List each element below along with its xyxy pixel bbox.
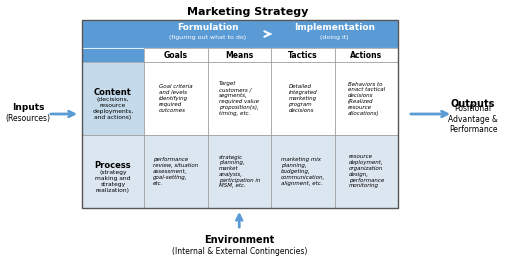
Text: marketing mix
planning,
budgeting,
communication,
alignment, etc.: marketing mix planning, budgeting, commu… bbox=[281, 157, 325, 186]
Bar bbox=[207, 135, 271, 208]
Bar bbox=[144, 48, 207, 62]
Text: Content: Content bbox=[94, 88, 132, 97]
Bar bbox=[82, 20, 398, 48]
Text: (Resources): (Resources) bbox=[6, 114, 50, 123]
Bar bbox=[334, 135, 398, 208]
Bar bbox=[82, 48, 144, 62]
Bar bbox=[82, 62, 144, 135]
Bar bbox=[334, 62, 398, 135]
Text: Environment: Environment bbox=[204, 235, 274, 245]
Bar bbox=[271, 62, 334, 135]
Text: Marketing Strategy: Marketing Strategy bbox=[187, 7, 309, 17]
Bar bbox=[271, 48, 334, 62]
Text: Goals: Goals bbox=[164, 50, 188, 59]
Text: Outputs: Outputs bbox=[451, 99, 495, 109]
Text: Target
customers /
segments,
required value
proposition(s),
timing, etc.: Target customers / segments, required va… bbox=[219, 81, 259, 115]
Bar bbox=[82, 20, 398, 208]
Bar bbox=[207, 62, 271, 135]
Text: Implementation: Implementation bbox=[294, 24, 375, 33]
Text: strategic
planning,
market
analysis,
participation in
MSM, etc.: strategic planning, market analysis, par… bbox=[219, 155, 260, 188]
Text: Inputs: Inputs bbox=[12, 103, 44, 112]
Text: Goal criteria
and levels
identifying
required
outcomes: Goal criteria and levels identifying req… bbox=[159, 84, 192, 113]
Text: Behaviors to
enact tactical
decisions
(Realized
resource
allocations): Behaviors to enact tactical decisions (R… bbox=[348, 81, 385, 115]
Text: (doing it): (doing it) bbox=[320, 36, 349, 40]
Text: (Internal & External Contingencies): (Internal & External Contingencies) bbox=[171, 247, 307, 255]
Text: Detailed
integrated
marketing
program
decisions: Detailed integrated marketing program de… bbox=[288, 84, 317, 113]
Text: resource
deployment,
organization
design,
performance
monitoring: resource deployment, organization design… bbox=[349, 155, 384, 188]
Text: (figuring out what to do): (figuring out what to do) bbox=[169, 36, 246, 40]
Text: (decisions,
resource
deployments,
and actions): (decisions, resource deployments, and ac… bbox=[92, 97, 133, 120]
Bar bbox=[82, 135, 144, 208]
Text: Tactics: Tactics bbox=[288, 50, 318, 59]
Bar bbox=[207, 48, 271, 62]
Bar bbox=[271, 135, 334, 208]
Text: Actions: Actions bbox=[350, 50, 382, 59]
Bar bbox=[334, 48, 398, 62]
Text: Formulation: Formulation bbox=[176, 24, 239, 33]
Text: performance
review, situation
assessment,
goal-setting,
etc.: performance review, situation assessment… bbox=[153, 157, 199, 186]
Bar bbox=[144, 62, 207, 135]
Text: (strategy
making and
strategy
realization): (strategy making and strategy realizatio… bbox=[95, 170, 131, 193]
Bar bbox=[144, 135, 207, 208]
Text: Means: Means bbox=[225, 50, 253, 59]
Text: Process: Process bbox=[95, 161, 131, 170]
Text: Positional
Advantage &
Performance: Positional Advantage & Performance bbox=[448, 104, 498, 134]
